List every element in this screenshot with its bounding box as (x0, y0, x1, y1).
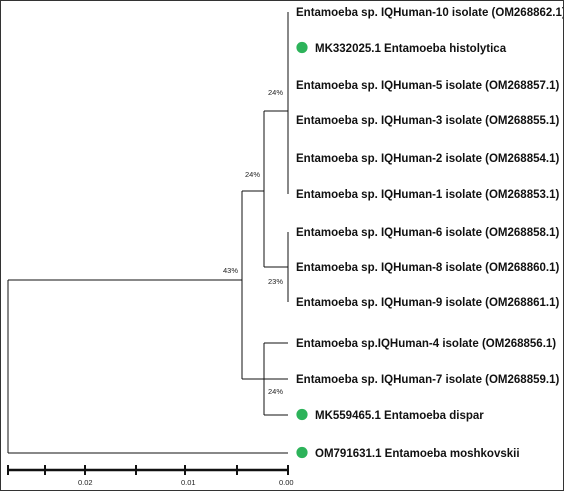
support-root-ingroup: 43% (223, 266, 238, 275)
scale-tick-label-0-02: 0.02 (78, 478, 93, 487)
leaf-marker-dot (296, 408, 308, 421)
leaf-label: MK332025.1 Entamoeba histolytica (315, 43, 507, 55)
scale-ticks (7, 465, 289, 475)
leaf-marker-dot (296, 41, 308, 54)
support-histolytica-group: 24% (245, 170, 260, 179)
scale-tick-label-0-00: 0.00 (279, 478, 294, 487)
tree-branches (7, 12, 289, 454)
leaf-label: Entamoeba sp. IQHuman-5 isolate (OM26885… (296, 80, 559, 92)
leaf-marker-dot (296, 446, 308, 459)
leaf-label: Entamoeba sp. IQHuman-7 isolate (OM26885… (296, 374, 559, 386)
leaf-label: Entamoeba sp. IQHuman-1 isolate (OM26885… (296, 189, 559, 201)
leaf-label: MK559465.1 Entamoeba dispar (315, 410, 484, 422)
leaf-label: OM791631.1 Entamoeba moshkovskii (315, 448, 520, 460)
tree-leaves: Entamoeba sp. IQHuman-10 isolate (OM2688… (296, 7, 563, 460)
scale-axis: 0.02 0.01 0.00 (7, 465, 294, 487)
support-iq-6-8-9-clade: 23% (268, 277, 283, 286)
leaf-label: Entamoeba sp. IQHuman-3 isolate (OM26885… (296, 115, 559, 127)
leaf-label: Entamoeba sp. IQHuman-2 isolate (OM26885… (296, 153, 559, 165)
support-values: 43% 24% 24% 23% 24% (223, 88, 283, 396)
support-top-subclade: 24% (268, 88, 283, 97)
leaf-label: Entamoeba sp.IQHuman-4 isolate (OM268856… (296, 338, 556, 350)
leaf-label: Entamoeba sp. IQHuman-6 isolate (OM26885… (296, 227, 559, 239)
scale-tick-label-0-01: 0.01 (181, 478, 196, 487)
support-dispar-group: 24% (268, 387, 283, 396)
leaf-label: Entamoeba sp. IQHuman-8 isolate (OM26886… (296, 262, 559, 274)
leaf-label: Entamoeba sp. IQHuman-10 isolate (OM2688… (296, 7, 563, 19)
leaf-label: Entamoeba sp. IQHuman-9 isolate (OM26886… (296, 297, 559, 309)
